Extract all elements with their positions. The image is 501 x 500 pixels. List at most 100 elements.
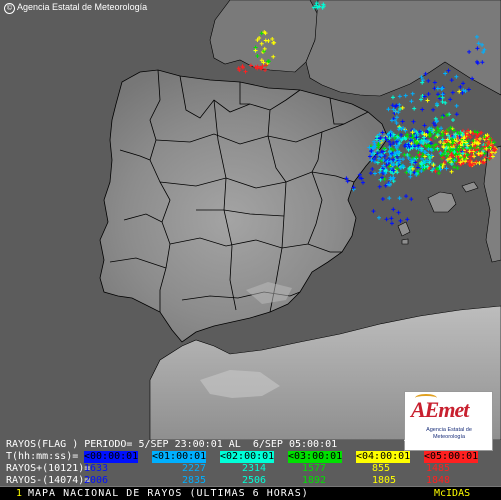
lightning-marker	[464, 145, 469, 150]
lightning-marker	[466, 139, 471, 144]
lightning-marker	[405, 143, 410, 148]
positive-count-1: 1633	[84, 463, 109, 474]
lightning-marker	[487, 156, 492, 161]
footer-bar: 1 MAPA NACIONAL DE RAYOS (ULTIMAS 6 HORA…	[0, 486, 501, 500]
lightning-marker	[467, 154, 472, 159]
lightning-marker	[259, 31, 264, 36]
lightning-marker	[387, 164, 392, 169]
lightning-marker	[425, 139, 430, 144]
lightning-marker	[450, 141, 455, 146]
lightning-marker	[259, 58, 264, 63]
time-label: T(hh:mm:ss)=	[6, 451, 79, 462]
map-canvas	[99, 0, 501, 440]
lightning-marker	[479, 153, 484, 158]
lightning-marker	[481, 160, 486, 165]
lightning-marker	[261, 60, 266, 65]
lightning-marker	[436, 92, 441, 97]
lightning-marker	[426, 92, 431, 97]
lightning-marker	[475, 59, 480, 64]
lightning-marker	[397, 94, 402, 99]
negative-count-2: 2835	[182, 475, 207, 486]
lightning-marker	[392, 152, 397, 157]
lightning-marker	[388, 177, 393, 182]
lightning-marker	[414, 135, 419, 140]
lightning-marker	[418, 129, 423, 134]
lightning-marker	[423, 160, 428, 165]
lightning-marker	[435, 119, 440, 124]
lightning-marker	[486, 140, 491, 145]
lightning-marker	[414, 141, 419, 146]
lightning-marker	[393, 104, 398, 109]
lightning-marker	[483, 155, 488, 160]
lightning-marker	[441, 130, 446, 135]
lightning-marker	[394, 139, 399, 144]
lightning-marker	[420, 107, 425, 112]
lightning-marker	[427, 126, 432, 131]
lightning-marker	[368, 171, 373, 176]
negative-count-3: 2506	[242, 475, 267, 486]
negative-count-5: 1805	[372, 475, 397, 486]
lightning-marker	[450, 118, 455, 123]
province-borders	[109, 69, 369, 313]
lightning-marker	[387, 136, 392, 141]
lightning-marker	[409, 99, 414, 104]
lightning-marker	[406, 142, 411, 147]
agency-name: Agencia Estatal de Meteorología	[17, 2, 148, 12]
lightning-marker	[409, 158, 414, 163]
lightning-marker	[406, 147, 411, 152]
lightning-marker	[420, 93, 425, 98]
lightning-marker	[433, 169, 438, 174]
lightning-marker	[430, 128, 435, 133]
period-label: RAYOS(FLAG ) PERIODO= 5/SEP 23:00:01 AL …	[6, 439, 338, 450]
lightning-marker	[456, 148, 461, 153]
lightning-marker	[440, 99, 445, 104]
lightning-marker	[451, 139, 456, 144]
lightning-marker	[379, 153, 384, 158]
lightning-marker	[454, 112, 459, 117]
lightning-marker	[390, 95, 395, 100]
lightning-marker	[487, 157, 492, 162]
lightning-marker	[415, 165, 420, 170]
lightning-marker	[315, 5, 320, 10]
negative-count-4: 1892	[302, 475, 327, 486]
logo-mark: AEmet	[411, 397, 469, 423]
lightning-marker	[411, 119, 416, 124]
lightning-marker	[431, 107, 436, 112]
balearic-ibiza	[397, 221, 411, 237]
time-bin-5: <04:00:01	[356, 451, 411, 463]
negative-label: RAYOS-(14074)=	[6, 475, 91, 486]
france-land	[209, 0, 319, 73]
time-bin-3: <02:00:01	[220, 451, 275, 463]
lightning-marker	[389, 221, 394, 226]
lightning-marker	[481, 50, 486, 55]
lightning-marker	[447, 143, 452, 148]
lightning-marker	[445, 113, 450, 118]
lightning-marker	[440, 137, 445, 142]
lightning-marker	[262, 30, 267, 35]
lightning-marker	[389, 216, 394, 221]
lightning-marker	[400, 105, 405, 110]
lightning-marker	[412, 128, 417, 133]
lightning-marker	[255, 66, 260, 71]
lightning-marker	[387, 196, 392, 201]
lightning-marker	[419, 146, 424, 151]
lightning-marker	[447, 135, 452, 140]
lightning-marker	[461, 136, 466, 141]
lightning-marker	[476, 151, 481, 156]
lightning-marker	[441, 141, 446, 146]
lightning-marker	[414, 155, 419, 160]
lightning-marker	[382, 177, 387, 182]
lightning-marker	[454, 74, 459, 79]
lightning-marker	[396, 110, 401, 115]
lightning-marker	[384, 217, 389, 222]
lightning-marker	[255, 37, 260, 42]
lightning-marker	[371, 209, 376, 214]
lightning-marker	[409, 197, 414, 202]
lightning-marker	[439, 86, 444, 91]
lightning-marker	[400, 137, 405, 142]
spain-relief	[246, 282, 292, 304]
lightning-marker	[394, 146, 399, 151]
lightning-marker	[475, 130, 480, 135]
lightning-marker	[466, 128, 471, 133]
balearic-menorca	[461, 181, 479, 193]
